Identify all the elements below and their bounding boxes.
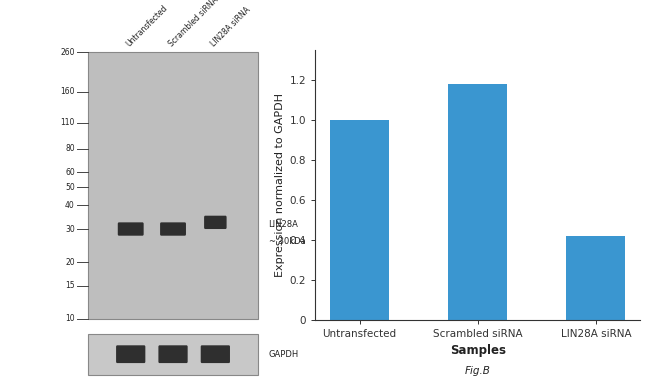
- Text: Scrambled siRNA: Scrambled siRNA: [166, 0, 220, 49]
- Bar: [330, 120, 389, 320]
- FancyBboxPatch shape: [160, 222, 186, 236]
- Bar: [88, 52, 257, 319]
- FancyBboxPatch shape: [118, 222, 144, 236]
- Bar: [566, 236, 625, 320]
- Text: 110: 110: [60, 118, 75, 127]
- FancyBboxPatch shape: [159, 345, 188, 363]
- Text: 40: 40: [65, 201, 75, 210]
- Text: LIN28A siRNA: LIN28A siRNA: [209, 5, 252, 49]
- Text: 30: 30: [65, 225, 75, 234]
- FancyBboxPatch shape: [201, 345, 230, 363]
- X-axis label: Samples: Samples: [450, 344, 506, 357]
- Text: LIN28A: LIN28A: [268, 220, 298, 229]
- Y-axis label: Expression normalized to GAPDH: Expression normalized to GAPDH: [276, 93, 285, 277]
- FancyBboxPatch shape: [116, 345, 146, 363]
- Text: 60: 60: [65, 168, 75, 177]
- Text: 260: 260: [60, 48, 75, 57]
- Text: 15: 15: [65, 281, 75, 290]
- FancyBboxPatch shape: [204, 216, 227, 229]
- Text: 50: 50: [65, 183, 75, 192]
- Text: Untransfected: Untransfected: [124, 3, 169, 49]
- Text: 20: 20: [65, 258, 75, 267]
- Bar: [88, 334, 257, 374]
- Text: Fig.B: Fig.B: [465, 366, 491, 376]
- Text: GAPDH: GAPDH: [268, 350, 299, 359]
- Text: 80: 80: [65, 144, 75, 153]
- Bar: [448, 84, 507, 320]
- Text: ~ 30kDa: ~ 30kDa: [268, 237, 306, 246]
- Text: 10: 10: [65, 315, 75, 323]
- Text: 160: 160: [60, 88, 75, 96]
